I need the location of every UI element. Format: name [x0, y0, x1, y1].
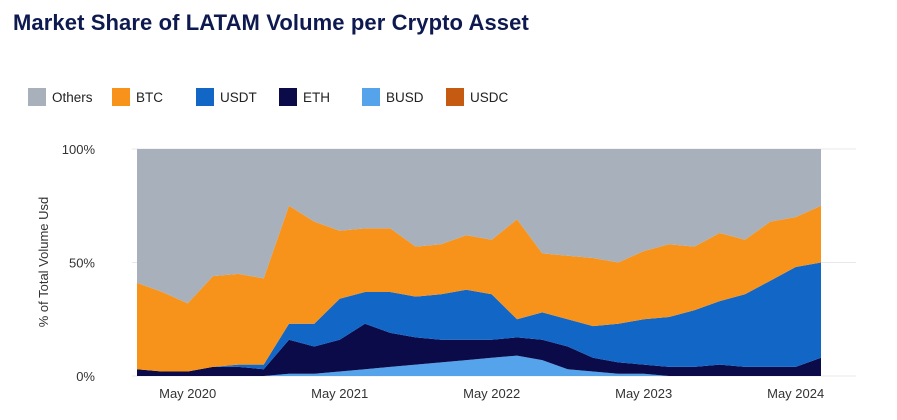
- x-tick-label: May 2022: [463, 386, 520, 401]
- legend-item-usdc[interactable]: USDC: [446, 88, 508, 106]
- legend-swatch-busd: [362, 88, 380, 106]
- chart-title: Market Share of LATAM Volume per Crypto …: [13, 10, 529, 35]
- area-eth: [137, 323, 821, 376]
- legend-item-btc[interactable]: BTC: [112, 88, 163, 106]
- area-busd: [137, 355, 821, 376]
- legend-swatch-usdt: [196, 88, 214, 106]
- legend-label-usdc: USDC: [470, 89, 509, 105]
- legend-label-busd: BUSD: [386, 89, 424, 105]
- legend-swatch-btc: [112, 88, 130, 106]
- legend-label-others: Others: [52, 89, 93, 105]
- x-tick-label: May 2020: [159, 386, 216, 401]
- y-axis: 0% 50% 100%: [62, 142, 96, 384]
- x-axis: May 2020 May 2021 May 2022 May 2023 May 2024: [159, 386, 824, 401]
- x-tick-label: May 2024: [767, 386, 824, 401]
- legend-swatch-others: [28, 88, 46, 106]
- y-tick-label: 50%: [69, 256, 95, 271]
- legend-item-usdt[interactable]: USDT: [196, 88, 257, 106]
- area-usdt: [137, 262, 821, 372]
- legend-item-others[interactable]: Others: [28, 88, 93, 106]
- x-tick-label: May 2023: [615, 386, 672, 401]
- legend-item-eth[interactable]: ETH: [279, 88, 330, 106]
- y-axis-label: % of Total Volume Usd: [36, 197, 51, 328]
- legend-label-usdt: USDT: [220, 89, 257, 105]
- y-tick-label: 0%: [76, 369, 95, 384]
- legend-swatch-usdc: [446, 88, 464, 106]
- legend-item-busd[interactable]: BUSD: [362, 88, 424, 106]
- area-others: [137, 149, 821, 304]
- area-btc: [137, 205, 821, 372]
- x-tick-label: May 2021: [311, 386, 368, 401]
- y-tick-label: 100%: [62, 142, 96, 157]
- legend-label-btc: BTC: [136, 89, 163, 105]
- area-series: [137, 149, 821, 376]
- legend-swatch-eth: [279, 88, 297, 106]
- legend-label-eth: ETH: [303, 89, 330, 105]
